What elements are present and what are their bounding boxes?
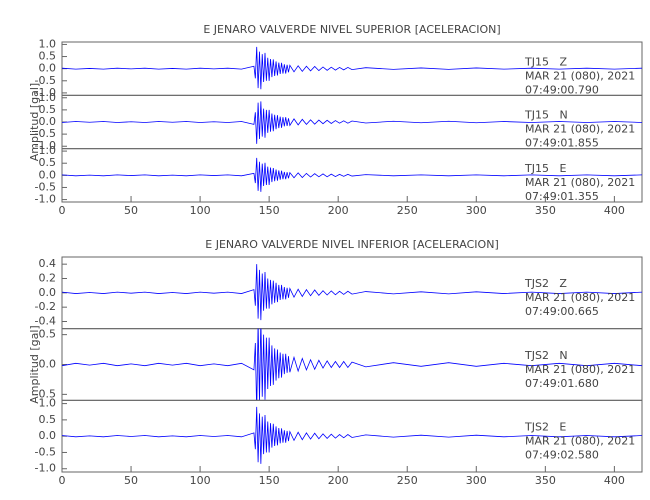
y-tick-label: -0.2 [35,300,56,313]
trace-annotation: TJS2 E [524,421,566,434]
waveform [62,157,642,192]
waveform [62,101,642,144]
trace-annotation: MAR 21 (080), 2021 [525,291,635,304]
y-tick-label: 0.0 [39,115,57,128]
y-tick-label: 1.0 [39,91,57,104]
x-tick-label: 300 [466,204,487,217]
trace-annotation: MAR 21 (080), 2021 [525,69,635,82]
y-tick-label: -1.0 [35,139,56,152]
x-tick-label: 350 [535,474,556,487]
trace-annotation: 07:49:01.855 [525,137,599,150]
y-tick-label: -1.0 [35,86,56,99]
x-tick-label: 350 [535,204,556,217]
x-tick-label: 400 [604,204,625,217]
trace-annotation: MAR 21 (080), 2021 [525,435,635,448]
x-tick-label: 200 [328,474,349,487]
x-tick-label: 50 [124,474,138,487]
y-tick-label: 0.0 [39,286,57,299]
x-tick-label: 150 [259,204,280,217]
x-tick-label: 100 [190,474,211,487]
trace-annotation: 07:49:00.665 [525,305,599,318]
x-tick-label: 100 [190,204,211,217]
panel-title: E JENARO VALVERDE NIVEL INFERIOR [ACELER… [205,238,498,251]
trace-annotation: TJS2 Z [524,277,567,290]
y-tick-label: 0.5 [39,328,57,341]
y-tick-label: 0.5 [39,50,57,63]
y-tick-label: 1.0 [39,397,57,410]
y-tick-label: -0.5 [35,387,56,400]
y-tick-label: 1.0 [39,37,57,50]
waveform [62,46,642,90]
y-tick-label: -0.5 [35,445,56,458]
trace-annotation: 07:49:01.355 [525,190,599,203]
x-tick-label: 250 [397,474,418,487]
x-tick-label: 0 [59,204,66,217]
x-tick-label: 50 [124,204,138,217]
waveform [62,406,642,464]
y-axis-label: Amplitud [gal] [28,325,41,403]
x-tick-label: 200 [328,204,349,217]
trace-annotation: TJ15 N [524,109,568,122]
y-tick-label: 1.0 [39,144,57,157]
y-tick-label: 0.0 [39,358,57,371]
trace-annotation: TJ15 Z [524,55,567,68]
trace-annotation: TJS2 N [524,349,568,362]
y-tick-label: 0.0 [39,62,57,75]
panel-title: E JENARO VALVERDE NIVEL SUPERIOR [ACELER… [203,23,500,36]
trace-annotation: MAR 21 (080), 2021 [525,176,635,189]
y-tick-label: 0.5 [39,156,57,169]
y-tick-label: 0.5 [39,103,57,116]
y-tick-label: 0.0 [39,429,57,442]
y-axis-label: Amplitud [gal] [28,83,41,161]
y-tick-label: -1.0 [35,462,56,475]
y-tick-label: 0.5 [39,413,57,426]
y-tick-label: -1.0 [35,193,56,206]
y-tick-label: 0.2 [39,272,57,285]
trace-annotation: TJ15 E [524,162,566,175]
y-tick-label: -0.5 [35,127,56,140]
trace-annotation: MAR 21 (080), 2021 [525,123,635,136]
waveform [62,264,642,321]
x-tick-label: 400 [604,474,625,487]
y-tick-label: 0.0 [39,168,57,181]
waveform [62,328,642,401]
y-tick-label: 0.4 [39,257,57,270]
trace-annotation: 07:49:02.580 [525,449,599,462]
y-tick-label: -0.5 [35,74,56,87]
x-tick-label: 300 [466,474,487,487]
trace-annotation: 07:49:00.790 [525,83,599,96]
x-tick-label: 250 [397,204,418,217]
x-tick-label: 150 [259,474,280,487]
y-tick-label: -0.4 [35,315,56,328]
trace-annotation: 07:49:01.680 [525,377,599,390]
trace-annotation: MAR 21 (080), 2021 [525,363,635,376]
x-tick-label: 0 [59,474,66,487]
y-tick-label: -0.5 [35,180,56,193]
